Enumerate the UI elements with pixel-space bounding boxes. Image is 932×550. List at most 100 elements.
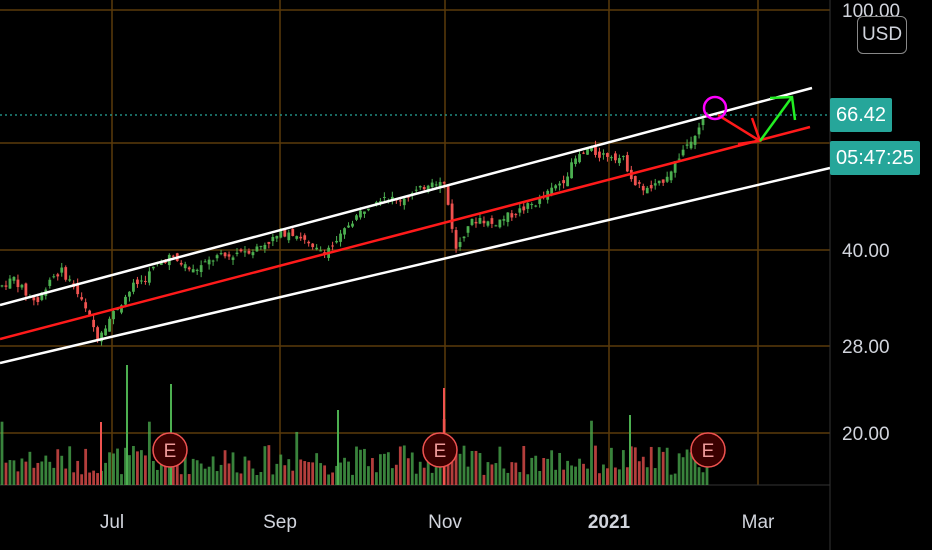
candle-body	[462, 236, 466, 239]
volume-bar	[191, 458, 195, 485]
candle-body	[669, 171, 673, 181]
volume-bar	[610, 447, 613, 485]
volume-bar	[653, 468, 657, 485]
volume-bar	[299, 459, 303, 485]
earnings-marker: E	[690, 432, 726, 468]
volume-bar	[24, 461, 28, 485]
candle-body	[522, 206, 526, 211]
volume-bar	[112, 453, 115, 485]
candle-body	[339, 233, 342, 242]
time-tick-label: Mar	[742, 512, 775, 533]
candle-body	[602, 153, 605, 155]
channel-mid-line	[0, 125, 811, 341]
candle-body	[625, 155, 629, 172]
volume-bar	[183, 447, 187, 485]
volume-bar	[398, 446, 402, 485]
volume-bar	[132, 445, 135, 485]
volume-bar	[267, 445, 271, 485]
volume-bar	[582, 463, 585, 485]
volume-bar	[534, 455, 538, 485]
volume-bar	[167, 457, 171, 485]
volume-bar	[155, 469, 159, 485]
volume-bar	[418, 461, 422, 485]
candle-body	[347, 225, 350, 228]
earnings-circle	[422, 432, 458, 468]
candle-body	[100, 332, 103, 342]
volume-bar	[52, 467, 56, 485]
volume-bar	[311, 462, 315, 485]
volume-bar	[211, 456, 215, 485]
volume-bar	[147, 421, 151, 485]
candle-body	[183, 264, 187, 269]
candle-body	[171, 255, 175, 257]
candle-body	[701, 118, 705, 126]
arrow-down-line	[717, 113, 761, 143]
earnings-label: E	[702, 441, 715, 462]
candle-body	[681, 149, 685, 156]
candle-body	[578, 154, 581, 163]
volume-bar	[40, 461, 44, 485]
volume-bar	[562, 469, 566, 485]
volume-bar	[36, 462, 40, 485]
candle-body	[147, 271, 151, 283]
candle-body	[120, 305, 123, 313]
candle-body	[12, 276, 16, 281]
candle-body	[92, 319, 96, 328]
volume-bar	[530, 457, 534, 485]
candle-body	[267, 241, 271, 244]
candle-body	[637, 182, 641, 184]
candle-body	[606, 153, 609, 157]
volume-bar	[637, 461, 641, 485]
volume-bar	[44, 455, 48, 485]
volume-bar	[633, 447, 637, 485]
candle-body	[594, 146, 597, 155]
volume-spike	[337, 410, 339, 485]
candle-body	[247, 250, 251, 254]
highlight-circle	[702, 95, 728, 121]
candle-body	[677, 158, 681, 160]
volume-bar	[574, 466, 577, 485]
volume-bar	[594, 445, 597, 485]
currency-button[interactable]: USD	[857, 16, 907, 54]
volume-bar	[4, 462, 8, 485]
volume-bar	[64, 468, 68, 485]
volume-bar	[12, 460, 16, 485]
volume-bar	[363, 448, 366, 485]
candle-body	[490, 218, 494, 224]
volume-bar	[68, 446, 72, 485]
candle-body	[239, 249, 243, 252]
candle-body	[375, 202, 378, 204]
candle-body	[56, 274, 60, 277]
volume-bar	[422, 467, 426, 485]
candle-body	[128, 291, 131, 297]
volume-bar	[367, 466, 370, 485]
candle-body	[219, 253, 223, 255]
candle-body	[673, 161, 677, 173]
volume-bar	[458, 453, 462, 485]
time-tick-label: Sep	[263, 512, 297, 533]
volume-bar	[406, 458, 410, 485]
volume-bar	[554, 469, 558, 485]
candle-body	[514, 214, 518, 216]
candle-body	[426, 185, 430, 192]
candle-body	[494, 225, 498, 227]
candle-body	[359, 210, 362, 218]
candle-body	[32, 297, 36, 301]
volume-bar	[259, 472, 263, 485]
time-tick-label: 2021	[588, 512, 631, 533]
candle-body	[140, 280, 143, 282]
volume-bar	[378, 454, 382, 485]
volume-bar	[271, 474, 275, 485]
volume-bar	[8, 460, 12, 485]
volume-bar	[287, 459, 291, 485]
candle-body	[231, 257, 235, 260]
volume-bar	[602, 464, 605, 485]
volume-bar	[673, 473, 677, 485]
volume-bar	[466, 466, 470, 485]
candle-body	[498, 219, 502, 228]
candle-body	[136, 279, 139, 285]
volume-bar	[689, 452, 693, 485]
volume-bar	[474, 450, 478, 485]
